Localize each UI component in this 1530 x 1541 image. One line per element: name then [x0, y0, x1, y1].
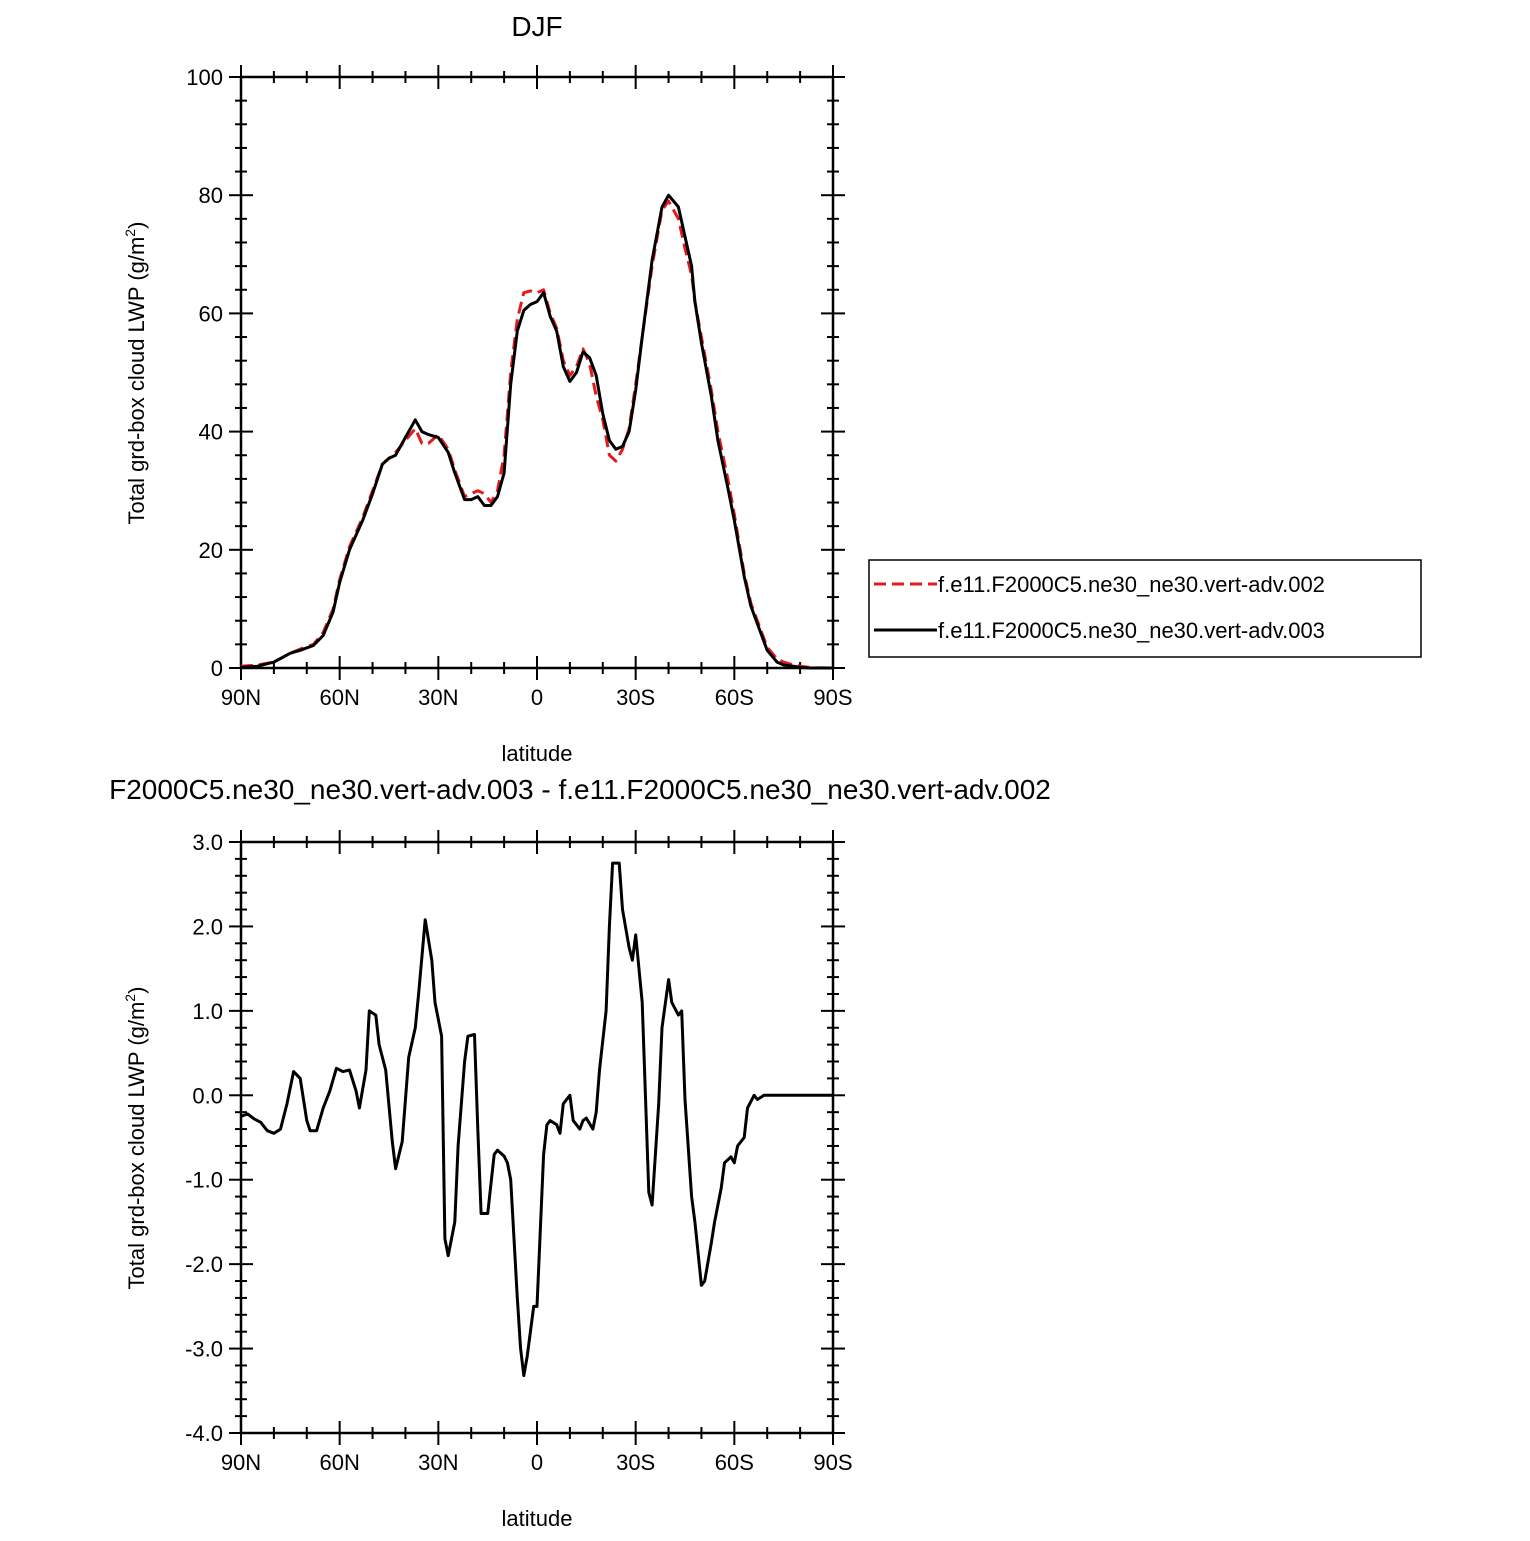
top-chart: DJF 90N 60N 30N 0 30S 60S 90S 0 20 40 60 80 100 lat…: [122, 11, 1422, 766]
bottom-y-axis: 3.0 2.0 1.0 0.0 -1.0 -2.0 -3.0 -4.0: [185, 830, 845, 1446]
x-tick-label: 60S: [715, 685, 754, 710]
bottom-chart: F2000C5.ne30_ne30.vert-adv.003 - f.e11.F…: [109, 774, 1051, 1531]
y-tick-label: -4.0: [185, 1421, 223, 1446]
x-tick-label: 60N: [319, 685, 359, 710]
y-tick-label: 2.0: [192, 914, 223, 939]
x-tick-label: 30N: [418, 685, 458, 710]
y-tick-label: 3.0: [192, 830, 223, 855]
top-y-axis: 0 20 40 60 80 100: [186, 65, 845, 681]
y-tick-label: 0.0: [192, 1083, 223, 1108]
legend-label-002: f.e11.F2000C5.ne30_ne30.vert-adv.002: [938, 572, 1325, 597]
x-tick-label: 30N: [418, 1450, 458, 1475]
top-y-axis-label: Total grd-box cloud LWP (g/m2): [122, 222, 149, 525]
x-tick-label: 90S: [813, 1450, 852, 1475]
series-line-1-0: [240, 861, 833, 1378]
x-tick-label: 90S: [813, 685, 852, 710]
y-tick-label: 20: [199, 538, 223, 563]
legend-box: [868, 559, 1422, 658]
x-tick-label: 30S: [616, 685, 655, 710]
y-tick-label: 40: [199, 420, 223, 445]
series-line-0-1: [240, 193, 833, 670]
bottom-x-axis-label: latitude: [502, 1506, 573, 1531]
x-tick-label: 90N: [221, 1450, 261, 1475]
y-tick-label: 1.0: [192, 999, 223, 1024]
x-tick-label: 60S: [715, 1450, 754, 1475]
y-tick-label: 80: [199, 183, 223, 208]
y-tick-label: -2.0: [185, 1252, 223, 1277]
top-series-group: [240, 193, 834, 670]
top-x-axis-label: latitude: [502, 741, 573, 766]
bottom-x-axis: 90N 60N 30N 0 30S 60S 90S: [221, 830, 853, 1475]
bottom-y-axis-label: Total grd-box cloud LWP (g/m2): [122, 987, 149, 1290]
top-x-axis: 90N 60N 30N 0 30S 60S 90S: [221, 65, 853, 710]
y-tick-label: 100: [186, 65, 223, 90]
legend: f.e11.F2000C5.ne30_ne30.vert-adv.002 f.e…: [868, 559, 1422, 658]
bottom-chart-title: F2000C5.ne30_ne30.vert-adv.003 - f.e11.F…: [109, 774, 1051, 805]
x-tick-label: 0: [531, 1450, 543, 1475]
x-tick-label: 30S: [616, 1450, 655, 1475]
bottom-series-group: [240, 861, 833, 1378]
y-tick-label: 0: [211, 656, 223, 681]
y-tick-label: -3.0: [185, 1337, 223, 1362]
x-tick-label: 0: [531, 685, 543, 710]
x-tick-label: 90N: [221, 685, 261, 710]
x-tick-label: 60N: [319, 1450, 359, 1475]
series-line-0-0: [240, 199, 834, 670]
y-tick-label: -1.0: [185, 1168, 223, 1193]
legend-label-003: f.e11.F2000C5.ne30_ne30.vert-adv.003: [938, 618, 1325, 643]
top-chart-title: DJF: [511, 11, 562, 42]
y-tick-label: 60: [199, 301, 223, 326]
